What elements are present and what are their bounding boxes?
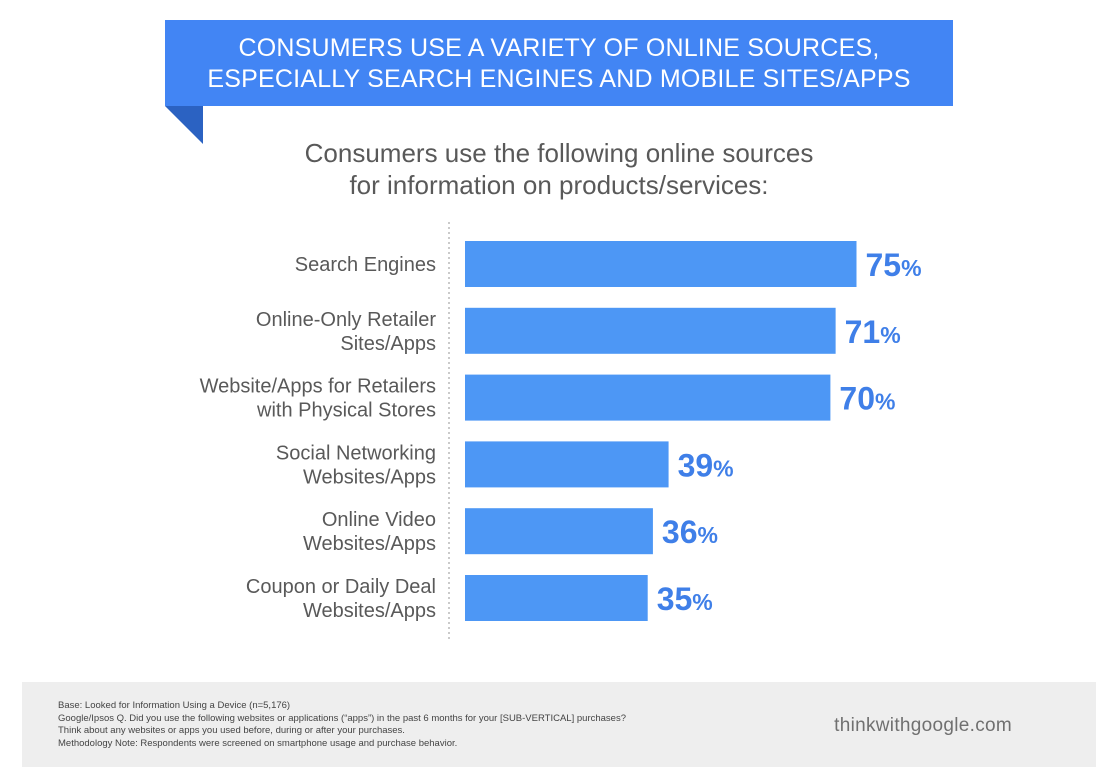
category-label-5: Coupon or Daily Deal Websites/Apps [246,576,436,622]
bar-chart: 75% Search Engines 71% Online-Only Retailer… [200,222,922,640]
bar-4 [465,508,653,555]
brand-logo-text[interactable]: thinkwithgoogle.com [834,715,1012,736]
headline-line-1: CONSUMERS USE A VARIETY OF ONLINE SOURCE… [238,34,880,62]
bar-5 [465,575,648,621]
footnotes: Base: Looked for Information Using a Dev… [58,700,626,750]
chart-title-line-2: for information on products/services: [349,170,769,200]
banner-fold-decoration [165,106,203,144]
value-label-0: 75% [866,247,922,283]
bar-3 [465,441,669,488]
value-label-1: 71% [845,314,901,350]
value-label-3: 39% [678,447,734,483]
category-label-4: Online Video Websites/Apps [303,509,436,555]
bar-1 [465,307,836,354]
bar-0 [465,241,857,287]
footnote-question-cont: Think about any websites or apps you use… [58,725,405,736]
value-label-5: 35% [657,581,713,617]
value-label-4: 36% [662,514,718,550]
footer: Base: Looked for Information Using a Dev… [22,682,1096,767]
footnote-base: Base: Looked for Information Using a Dev… [58,700,291,711]
category-label-0: Search Engines [295,254,436,276]
footnote-question: Google/Ipsos Q. Did you use the followin… [58,712,626,724]
headline-banner: CONSUMERS USE A VARIETY OF ONLINE SOURCE… [165,20,953,106]
category-label-2: Website/Apps for Retailers with Physical … [200,376,436,422]
chart-title-line-1: Consumers use the following online sourc… [304,138,814,168]
category-label-1: Online-Only Retailer Sites/Apps [256,309,436,355]
footnote-methodology: Methodology Note: Respondents were scree… [58,737,458,749]
headline-line-2: ESPECIALLY SEARCH ENGINES AND MOBILE SIT… [207,65,911,93]
bar-2 [465,374,831,421]
chart-title: Consumers use the following online sourc… [200,137,918,201]
value-label-2: 70% [839,381,895,417]
category-label-3: Social Networking Websites/Apps [276,442,436,488]
